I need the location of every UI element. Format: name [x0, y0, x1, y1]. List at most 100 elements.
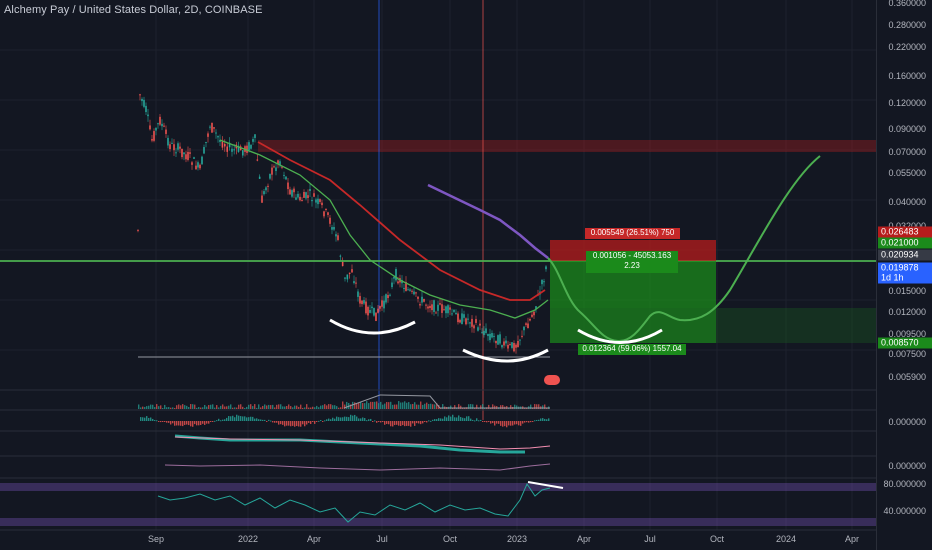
macd-bar	[374, 420, 376, 422]
volume-bar	[160, 405, 162, 409]
macd-bar	[232, 415, 234, 421]
candle-body	[419, 304, 421, 306]
macd-bar	[186, 421, 188, 425]
volume-bar	[288, 404, 290, 409]
candle-body	[509, 344, 511, 346]
volume-bar	[342, 401, 344, 409]
chart-title: Alchemy Pay / United States Dollar, 2D, …	[4, 4, 263, 16]
macd-bar	[524, 421, 526, 423]
macd-bar	[416, 421, 418, 424]
volume-bar	[460, 405, 462, 409]
macd-bar	[424, 421, 426, 422]
macd-bar	[328, 418, 330, 421]
volume-bar	[500, 405, 502, 409]
volume-bar	[230, 404, 232, 409]
volume-bar	[346, 401, 348, 409]
candle-body	[397, 281, 399, 284]
volume-bar	[430, 403, 432, 409]
macd-bar	[408, 421, 410, 426]
candle-body	[263, 191, 265, 195]
candle-body	[389, 294, 391, 296]
candle-body	[289, 189, 291, 195]
volume-bar	[272, 404, 274, 409]
macd-bar	[148, 417, 150, 421]
macd-bar	[336, 416, 338, 421]
volume-bar	[336, 406, 338, 409]
candle-body	[357, 291, 359, 297]
volume-bar	[404, 401, 406, 409]
candle-body	[193, 157, 195, 159]
macd-bar	[506, 421, 508, 428]
macd-bar	[332, 417, 334, 421]
volume-bar	[530, 404, 532, 409]
macd-bar	[406, 421, 408, 426]
macd-bar	[344, 416, 346, 421]
macd-bar	[504, 421, 506, 427]
volume-bar	[428, 403, 430, 409]
candle-body	[344, 277, 346, 279]
candle-body	[411, 290, 413, 292]
candle-body	[224, 143, 226, 147]
candle-body	[365, 301, 367, 314]
candle-body	[493, 335, 495, 337]
candle-body	[209, 126, 211, 128]
candle-body	[147, 114, 149, 117]
candle-body	[519, 339, 521, 341]
macd-bar	[392, 421, 394, 427]
candle-body	[355, 282, 357, 284]
macd-bar	[412, 421, 414, 424]
volume-bar	[296, 405, 298, 409]
macd-bar	[242, 416, 244, 421]
candle-body	[361, 300, 363, 305]
candle-body	[173, 144, 175, 151]
macd-bar	[276, 421, 278, 423]
candle-body	[507, 344, 509, 349]
macd-bar	[142, 417, 144, 421]
candle-body	[254, 134, 256, 138]
candle-body	[161, 123, 163, 127]
volume-bar	[330, 404, 332, 409]
candle-body	[475, 319, 477, 323]
macd-bar	[394, 421, 396, 426]
macd-bar	[252, 416, 254, 421]
candle-body	[277, 160, 279, 165]
candle-body	[443, 309, 445, 311]
rsi-line	[157, 482, 551, 523]
candle-body	[501, 345, 503, 348]
macd-bar	[442, 418, 444, 421]
volume-bar	[338, 407, 340, 409]
candle-body	[323, 211, 325, 217]
candle-body	[341, 261, 344, 267]
candle-body	[521, 335, 523, 337]
candle-body	[175, 152, 177, 154]
time-tick-label: Oct	[709, 534, 725, 544]
macd-bar	[300, 421, 302, 427]
macd-bar	[212, 421, 214, 422]
candle-body	[217, 136, 219, 138]
volume-bar	[362, 403, 364, 409]
event-flag-icon[interactable]	[544, 375, 560, 385]
volume-bar	[472, 404, 474, 409]
volume-bar	[226, 406, 228, 409]
volume-bar	[458, 404, 460, 409]
macd-bar	[534, 420, 536, 422]
macd-bar	[522, 421, 524, 424]
candle-body	[531, 314, 533, 317]
macd-bar	[450, 416, 452, 421]
candle-body	[505, 340, 507, 344]
macd-bar	[302, 421, 304, 425]
volume-bar	[380, 401, 382, 409]
ma-purple	[427, 183, 549, 259]
volume-bar	[360, 402, 362, 409]
volume-bar	[408, 402, 410, 409]
macd-bar	[474, 420, 476, 422]
candle-body	[187, 151, 189, 160]
macd-bar	[244, 416, 246, 421]
macd-bar	[430, 420, 432, 422]
macd-bar	[440, 418, 442, 421]
candle-body	[319, 199, 321, 202]
candle-body	[203, 147, 205, 154]
macd-bar	[238, 415, 240, 421]
macd-bar	[460, 417, 462, 421]
